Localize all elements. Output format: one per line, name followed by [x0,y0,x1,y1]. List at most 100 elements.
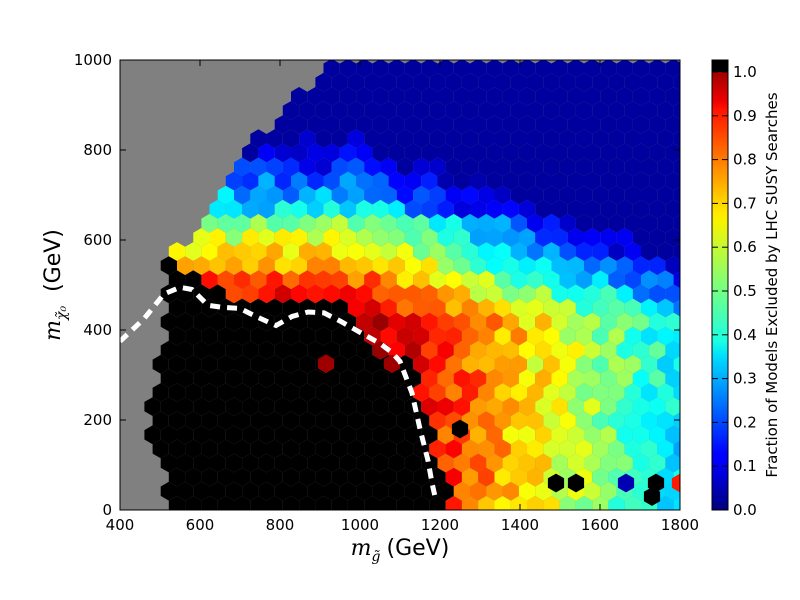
hex-cell [445,129,462,149]
hex-cell [518,171,536,191]
hex-cell [551,397,568,416]
hex-cell [413,467,430,487]
hex-cell [665,199,680,219]
hex-cell [470,143,487,163]
hex-cell [657,101,674,120]
hex-cell [682,87,698,106]
hex-cell [307,340,324,360]
hex-cell [559,354,576,374]
hex-cell [274,340,291,360]
hex-cell [266,270,283,290]
hex-cell [307,143,324,163]
hex-cell [177,340,194,360]
hex-cell [584,369,601,388]
hex-cell [250,157,267,177]
hex-cell [502,284,519,304]
hex-cell [323,256,340,275]
hex-cell [461,242,479,261]
hex-cell [331,129,348,149]
hex-cell [372,256,389,275]
colorbar-tick-label: 0.5 [733,282,757,300]
hex-cell [258,284,275,304]
hex-cell [168,411,186,431]
hex-cell [282,270,300,290]
hex-cell-highlight [451,419,469,439]
hex-cell [372,171,389,191]
hex-cell [510,383,527,402]
hex-cell [486,228,503,247]
hex-cell [356,171,373,191]
hex-cell [567,60,584,78]
hex-cell [356,312,373,332]
hex-cell [551,199,568,219]
hex-cell [307,199,324,219]
hex-cell [217,185,234,205]
hex-cell [665,143,680,163]
hex-cell [624,411,641,431]
hex-cell [429,72,446,92]
hex-cell [624,439,641,459]
hex-cell [616,425,633,445]
hex-cell [364,298,381,318]
hex-cell [209,256,226,275]
hex-cell [396,298,414,318]
colorbar-frame [711,59,729,511]
hex-cell [641,383,658,402]
hex-cell [453,199,470,219]
hex-cell [616,199,633,219]
hex-cell [177,397,194,416]
hex-cell [364,213,381,233]
hex-cell [380,298,397,318]
hex-cell [682,425,698,444]
hex-cell [307,481,324,501]
hex-cell [575,72,593,92]
hex-cell [331,298,348,318]
hex-cell [559,101,576,120]
hex-cell [225,453,243,473]
hex-cell [559,157,576,177]
hex-cell [274,284,291,304]
hex-cell [551,60,568,78]
hex-cell [657,213,674,233]
hex-cell [299,129,316,149]
hex-cell [494,72,511,92]
hex-cell [453,143,470,163]
hex-cell [413,270,430,290]
hex-cell [404,284,422,304]
hex-cell [404,60,422,78]
hex-cell [535,340,552,360]
hex-cell [518,87,536,106]
hex-cell [616,143,633,163]
hex-cell [584,340,601,360]
hex-cell [266,298,283,318]
hex-cell [339,397,357,416]
hex-cell [388,397,405,416]
hex-cell [291,340,308,360]
hex-cell [396,72,414,92]
hex-cell [632,115,650,134]
hex-cell [535,115,552,134]
hex-cell [242,312,259,332]
hex-cell [551,340,568,360]
hex-cell [234,185,251,205]
hex-cell [258,340,275,360]
hex-cell [518,256,536,275]
hex-cell [518,425,536,445]
hex-cell [404,143,422,163]
colorbar-tick-label: 1.0 [733,63,757,81]
hex-cell [201,213,218,233]
hex-cell [616,256,633,275]
hex-cell [217,495,234,510]
hex-cell [584,284,601,304]
hex-cell [429,439,446,459]
hex-cell [356,115,373,134]
hex-cell [177,256,194,275]
hex-cell [250,242,267,261]
hex-cell [413,383,430,402]
hex-cell [339,60,357,78]
hex-cell [250,213,267,233]
hex-cell [535,312,552,332]
x-axis-ticks: 400 600 800 1000 1200 1400 1600 1800 [106,60,699,534]
hex-cell [486,87,503,106]
hex-cell [266,242,283,261]
